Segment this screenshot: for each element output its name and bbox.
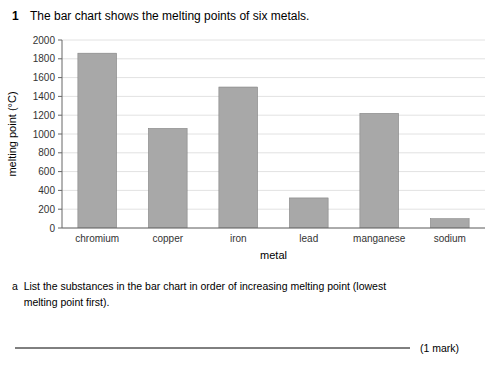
y-tick: [58, 115, 62, 116]
grid: [62, 40, 485, 228]
grid-line: [62, 134, 485, 135]
y-tick-label: 200: [38, 204, 55, 215]
bars: [78, 53, 469, 228]
y-tick: [58, 152, 62, 153]
grid-line: [62, 96, 485, 97]
grid-line: [62, 115, 485, 116]
y-tick-label: 1600: [33, 72, 56, 83]
y-tick-label: 1200: [33, 110, 56, 121]
title: The bar chart shows the melting points o…: [30, 9, 309, 23]
grid-line: [62, 209, 485, 210]
y-axis-label: melting point (°C): [6, 91, 18, 176]
y-tick-label: 2000: [33, 35, 56, 46]
y-tick-label: 400: [38, 185, 55, 196]
y-tick-label: 0: [49, 223, 55, 234]
grid-line: [62, 228, 485, 229]
bar: [78, 53, 117, 228]
y-tick: [58, 171, 62, 172]
x-axis-line: [62, 228, 485, 229]
y-tick: [58, 209, 62, 210]
x-tick-label: iron: [230, 233, 247, 244]
question-text: a List the substances in the bar chart i…: [12, 280, 386, 292]
x-tick-label: copper: [152, 233, 183, 244]
y-tick: [58, 96, 62, 97]
bar: [360, 113, 399, 228]
mark-text: (1 mark): [420, 342, 459, 354]
x-axis-label: metal: [260, 249, 287, 261]
question-number: 1: [12, 9, 19, 23]
chart: 1 The bar chart shows the melting points …: [0, 0, 500, 375]
x-tick-label: sodium: [434, 233, 466, 244]
y-tick-label: 1000: [33, 129, 56, 140]
y-tick-label: 800: [38, 147, 55, 158]
question-text: melting point first).: [12, 296, 109, 308]
y-axis-line: [62, 40, 63, 228]
y-tick-label: 600: [38, 166, 55, 177]
grid-line: [62, 77, 485, 78]
bar: [148, 128, 187, 228]
x-tick-label: manganese: [353, 233, 406, 244]
bar: [430, 219, 469, 228]
y-tick-label: 1800: [33, 53, 56, 64]
grid-line: [62, 171, 485, 172]
x-tick-label: lead: [299, 233, 318, 244]
answer-line: [15, 348, 410, 349]
grid-line: [62, 40, 485, 41]
y-tick-label: 1400: [33, 91, 56, 102]
y-tick: [58, 58, 62, 59]
grid-line: [62, 190, 485, 191]
y-tick: [58, 190, 62, 191]
y-tick: [58, 77, 62, 78]
grid-line: [62, 58, 485, 59]
y-tick: [58, 40, 62, 41]
x-tick-label: chromium: [75, 233, 119, 244]
grid-line: [62, 152, 485, 153]
y-tick: [58, 228, 62, 229]
bar: [219, 87, 258, 228]
bar: [289, 198, 328, 228]
y-tick: [58, 134, 62, 135]
